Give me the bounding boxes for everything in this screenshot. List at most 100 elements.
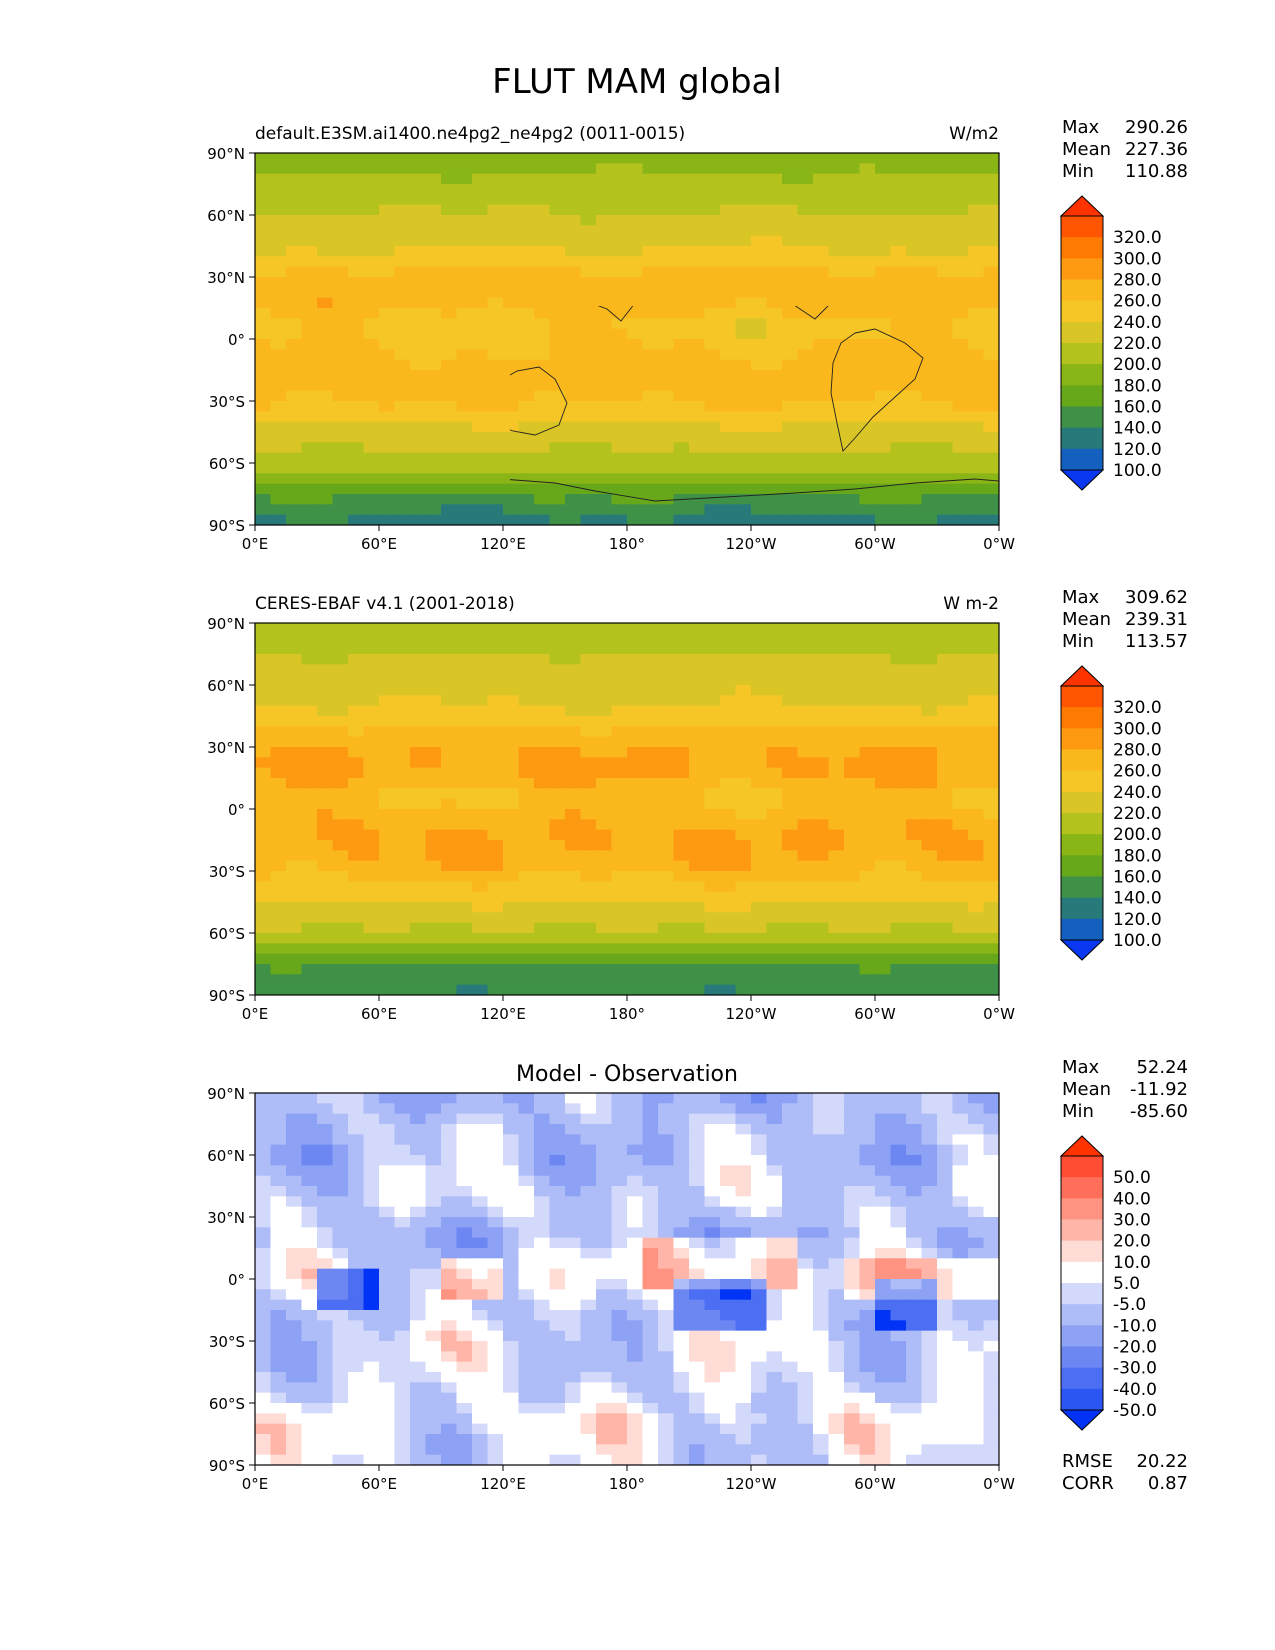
field-cell (425, 153, 442, 164)
field-cell (751, 308, 768, 319)
field-cell (611, 664, 628, 676)
field-cell (720, 235, 737, 247)
field-cell (766, 246, 783, 257)
field-cell (456, 1227, 473, 1239)
field-cell (317, 1299, 334, 1311)
field-cell (332, 1165, 349, 1177)
field-cell (425, 308, 442, 319)
field-cell (720, 339, 737, 350)
field-cell (875, 442, 892, 454)
field-cell (782, 933, 799, 944)
field-cell (642, 767, 659, 779)
field-cell (487, 215, 504, 226)
field-cell (611, 1279, 628, 1290)
field-cell (735, 1186, 752, 1197)
field-cell (828, 380, 845, 392)
field-cell (534, 318, 551, 330)
field-cell (363, 1093, 380, 1104)
field-cell (844, 153, 861, 164)
field-cell (441, 380, 458, 392)
field-cell (472, 933, 489, 944)
field-cell (952, 308, 969, 319)
field-cell (549, 933, 566, 944)
field-cell (766, 798, 783, 810)
field-cell (286, 235, 303, 247)
field-cell (844, 1248, 861, 1259)
field-cell (921, 235, 938, 247)
field-cell (286, 850, 303, 862)
field-cell (937, 860, 954, 872)
field-cell (890, 401, 907, 412)
field-cell (534, 747, 551, 758)
field-cell (983, 685, 999, 696)
field-cell (270, 685, 287, 696)
field-cell (503, 1155, 520, 1166)
field-cell (580, 473, 597, 485)
field-cell (720, 798, 737, 810)
field-cell (890, 184, 907, 195)
field-cell (317, 370, 334, 381)
field-cell (813, 922, 830, 934)
field-cell (363, 463, 380, 474)
field-cell (983, 277, 999, 288)
field-cell (968, 235, 985, 247)
field-cell (689, 984, 706, 995)
field-cell (766, 860, 783, 872)
field-cell (844, 1258, 861, 1270)
field-cell (348, 933, 365, 944)
field-cell (844, 246, 861, 257)
field-cell (813, 1217, 830, 1228)
field-cell (906, 881, 923, 893)
field-cell (906, 421, 923, 433)
field-cell (921, 339, 938, 350)
field-cell (658, 1268, 675, 1280)
field-cell (487, 184, 504, 195)
field-cell (379, 1186, 396, 1197)
field-cell (689, 705, 706, 717)
field-cell (487, 922, 504, 934)
field-cell (782, 194, 799, 206)
field-cell (735, 163, 752, 175)
field-cell (363, 1361, 380, 1373)
field-cell (689, 204, 706, 216)
field-cell (301, 1299, 318, 1311)
field-cell (766, 1217, 783, 1228)
field-cell (658, 411, 675, 423)
field-cell (580, 747, 597, 758)
field-cell (565, 1196, 582, 1208)
field-cell (906, 287, 923, 299)
field-cell (394, 798, 411, 810)
field-cell (363, 623, 380, 634)
field-cell (565, 902, 582, 913)
field-cell (472, 163, 489, 175)
field-cell (844, 514, 861, 525)
field-cell (751, 401, 768, 412)
field-cell (549, 1093, 566, 1104)
field-cell (441, 1279, 458, 1290)
field-cell (580, 370, 597, 381)
field-cell (441, 964, 458, 975)
field-cell (673, 840, 690, 851)
field-cell (518, 840, 535, 851)
field-cell (627, 432, 644, 443)
field-cell (363, 726, 380, 738)
field-cell (441, 654, 458, 665)
field-cell (720, 380, 737, 392)
field-cell (410, 850, 427, 862)
field-cell (580, 1382, 597, 1394)
field-cell (410, 1351, 427, 1363)
field-cell (456, 184, 473, 195)
field-cell (952, 695, 969, 707)
field-cell (952, 1227, 969, 1239)
field-cell (580, 215, 597, 226)
field-cell (735, 716, 752, 727)
field-cell (317, 1361, 334, 1373)
field-cell (565, 163, 582, 175)
field-cell (596, 1206, 613, 1218)
field-cell (379, 504, 396, 516)
field-cell (813, 664, 830, 676)
field-cell (859, 1351, 876, 1363)
field-cell (363, 349, 380, 361)
field-cell (286, 359, 303, 371)
field-cell (332, 716, 349, 727)
